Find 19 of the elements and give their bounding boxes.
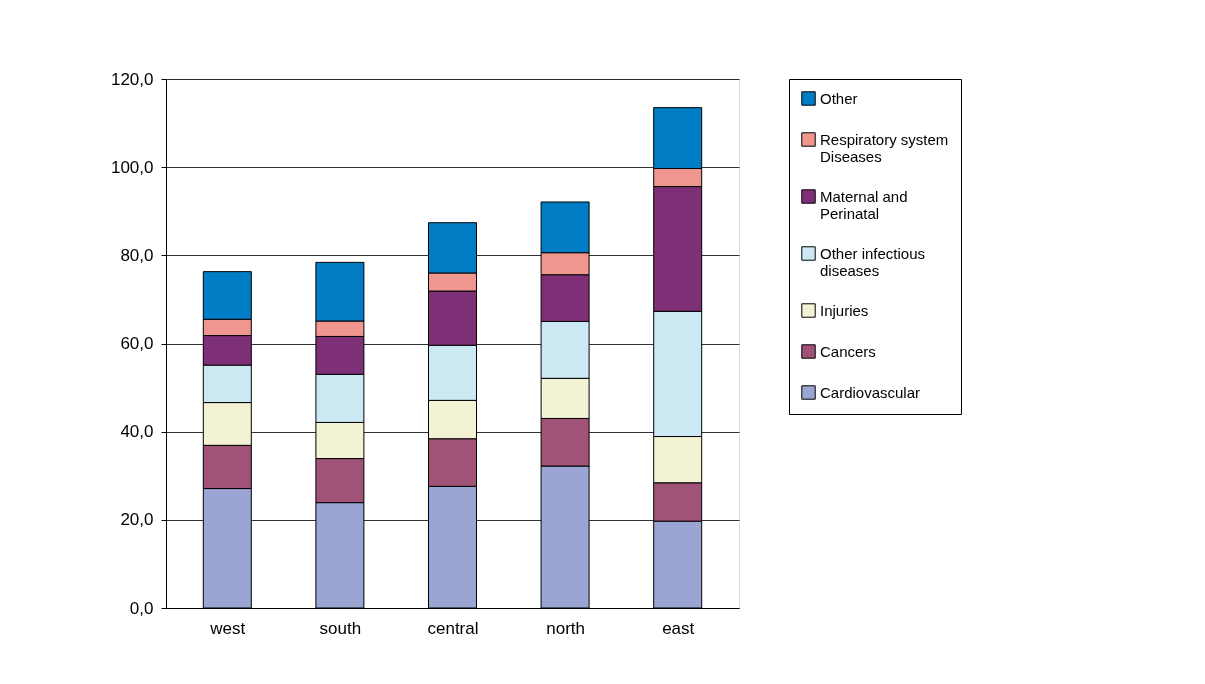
- legend-label: Maternal and Perinatal: [820, 187, 908, 222]
- x-tick-label: central: [427, 618, 479, 638]
- legend-label: Injuries: [820, 301, 869, 319]
- y-tick-label: 0,0: [129, 598, 154, 618]
- legend-label: Respiratory system Diseases: [820, 130, 949, 165]
- legend-label: Other infectious diseases: [820, 244, 926, 279]
- y-tick-label: 60,0: [120, 334, 154, 353]
- y-tick-label: 120,0: [110, 69, 154, 89]
- y-tick-label: 40,0: [120, 422, 154, 442]
- y-tick-label: 100,0: [110, 157, 154, 177]
- y-tick-label: 20,0: [120, 510, 154, 530]
- x-tick-label: south: [319, 618, 362, 638]
- legend-label: Cardiovascular: [820, 383, 921, 401]
- legend-label: Other: [820, 89, 858, 107]
- x-tick-label: west: [209, 618, 246, 638]
- legend-label: Cancers: [820, 342, 876, 360]
- x-tick-label: north: [546, 618, 585, 638]
- x-tick-label: east: [662, 618, 695, 638]
- y-tick-label: 80,0: [120, 245, 154, 265]
